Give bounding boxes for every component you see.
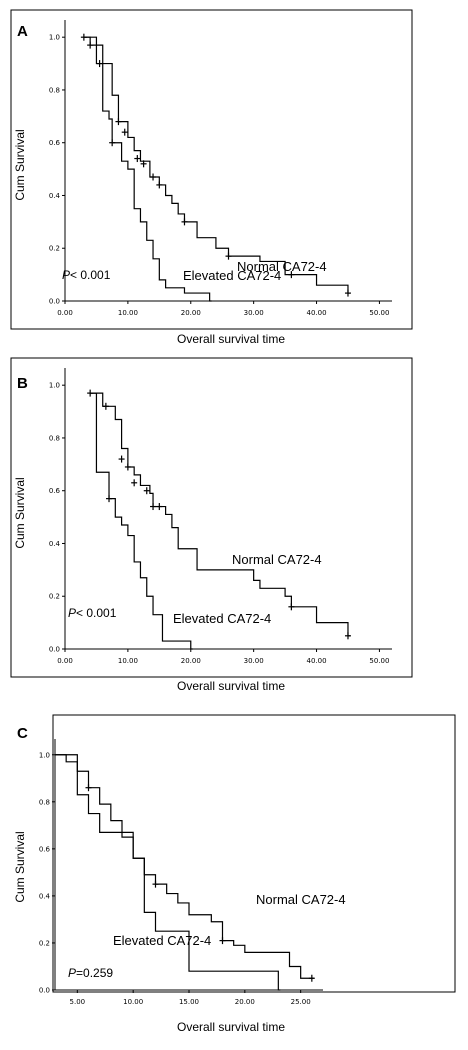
p-value-symbol: P xyxy=(68,966,76,980)
x-tick-label: 10.00 xyxy=(118,309,138,317)
p-value-label: P=0.259 xyxy=(68,966,113,980)
x-tick-label: 40.00 xyxy=(307,657,327,665)
y-tick-label: 0.0 xyxy=(49,646,60,654)
x-tick-label: 5.00 xyxy=(70,998,86,1006)
y-tick-label: 0.4 xyxy=(49,540,61,548)
panel-letter: A xyxy=(17,23,28,40)
y-tick-label: 0.2 xyxy=(49,245,60,253)
p-value-text: < 0.001 xyxy=(70,268,111,282)
x-axis-label: Overall survival time xyxy=(177,332,285,346)
series-label-elevated-ca72-4: Elevated CA72-4 xyxy=(183,268,281,283)
y-tick-label: 1.0 xyxy=(49,382,60,390)
y-tick-label: 0.0 xyxy=(39,987,50,995)
y-tick-label: 0.4 xyxy=(49,192,61,200)
x-tick-label: 0.00 xyxy=(57,657,73,665)
p-value-text: < 0.001 xyxy=(76,606,117,620)
x-tick-label: 20.00 xyxy=(181,309,201,317)
x-tick-label: 40.00 xyxy=(307,309,327,317)
y-tick-label: 1.0 xyxy=(49,34,60,42)
survival-curve-elevated-ca72-4 xyxy=(90,392,193,650)
p-value-symbol: P xyxy=(62,268,70,282)
x-tick-label: 10.00 xyxy=(123,998,143,1006)
x-tick-label: 15.00 xyxy=(179,998,199,1006)
survival-curve-normal-ca72-4 xyxy=(55,754,314,979)
y-axis-label: Cum Survival xyxy=(13,831,27,902)
plot-frame xyxy=(52,714,456,993)
y-tick-label: 1.0 xyxy=(39,751,50,759)
y-tick-label: 0.4 xyxy=(39,892,51,900)
chart-panel-c: 0.0 0.2 0.4 0.6 0.8 1.0 5.00 10.00 15.00 20.00 25.… xyxy=(13,714,456,1034)
survival-curve-normal-ca72-4 xyxy=(90,392,350,637)
x-tick-label: 20.00 xyxy=(235,998,255,1006)
series-label-normal-ca72-4: Normal CA72-4 xyxy=(256,892,346,907)
x-tick-label: 10.00 xyxy=(118,657,138,665)
x-tick-label: 20.00 xyxy=(181,657,201,665)
y-tick-label: 0.2 xyxy=(39,939,50,947)
series-label-elevated-ca72-4: Elevated CA72-4 xyxy=(173,611,271,626)
survival-curve-elevated-ca72-4 xyxy=(55,754,281,991)
y-tick-label: 0.8 xyxy=(49,434,60,442)
panel-letter: C xyxy=(17,725,28,742)
p-value-text: =0.259 xyxy=(76,966,113,980)
y-tick-label: 0.6 xyxy=(49,139,61,147)
plot-frame xyxy=(10,357,413,678)
p-value-label: P< 0.001 xyxy=(62,268,111,282)
p-value-symbol: P xyxy=(68,606,76,620)
x-tick-label: 30.00 xyxy=(244,657,264,665)
p-value-label: P< 0.001 xyxy=(68,606,117,620)
chart-panel-b: 0.0 0.2 0.4 0.6 0.8 1.0 0.00 10.00 20.00 30.00 40.… xyxy=(10,357,413,693)
series-label-normal-ca72-4: Normal CA72-4 xyxy=(237,259,327,274)
plot-frame xyxy=(10,9,413,330)
y-tick-label: 0.2 xyxy=(49,593,60,601)
x-tick-label: 50.00 xyxy=(369,657,389,665)
y-axis-label: Cum Survival xyxy=(13,129,27,200)
x-axis-label: Overall survival time xyxy=(177,1020,285,1034)
y-tick-label: 0.6 xyxy=(49,487,61,495)
x-axis-label: Overall survival time xyxy=(177,679,285,693)
y-tick-label: 0.8 xyxy=(39,798,50,806)
x-tick-label: 0.00 xyxy=(57,309,73,317)
series-label-elevated-ca72-4: Elevated CA72-4 xyxy=(113,933,211,948)
survival-curve-elevated-ca72-4 xyxy=(83,36,212,302)
y-tick-label: 0.0 xyxy=(49,298,60,306)
x-tick-label: 50.00 xyxy=(369,309,389,317)
panel-letter: B xyxy=(17,375,28,392)
chart-panel-a: 0.0 0.2 0.4 0.6 0.8 1.0 0.00 10.00 20.00 30.00 40.… xyxy=(10,9,413,346)
y-axis-label: Cum Survival xyxy=(13,477,27,548)
x-tick-label: 30.00 xyxy=(244,309,264,317)
x-tick-label: 25.00 xyxy=(291,998,311,1006)
survival-curve-normal-ca72-4 xyxy=(83,36,350,294)
y-tick-label: 0.6 xyxy=(39,845,51,853)
y-tick-label: 0.8 xyxy=(49,86,60,94)
series-label-normal-ca72-4: Normal CA72-4 xyxy=(232,552,322,567)
